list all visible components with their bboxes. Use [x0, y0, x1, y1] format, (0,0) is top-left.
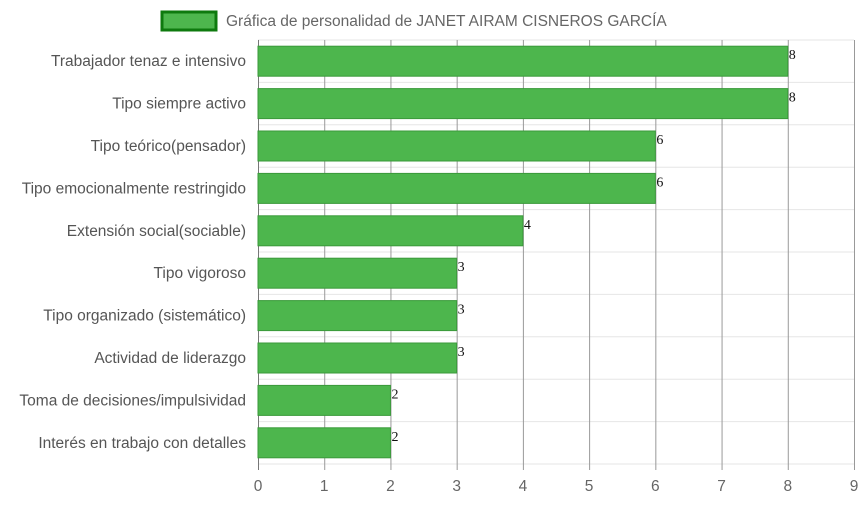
data-label: 8 [789, 91, 796, 106]
bar[interactable] [257, 130, 656, 162]
value-labels: 8 8 6 6 4 3 3 3 2 2 [391, 48, 795, 445]
bars [257, 45, 789, 459]
bar[interactable] [257, 427, 391, 459]
data-label: 6 [656, 175, 663, 190]
category-label: Interés en trabajo con detalles [38, 435, 246, 452]
bar[interactable] [257, 342, 458, 374]
data-label: 2 [391, 430, 398, 445]
bar[interactable] [257, 215, 524, 247]
x-tick-label: 2 [386, 478, 395, 495]
legend-swatch[interactable] [160, 10, 218, 32]
x-axis-labels: 0 1 2 3 4 5 6 7 8 9 [254, 478, 859, 495]
category-label: Trabajador tenaz e intensivo [51, 53, 246, 70]
bar[interactable] [257, 88, 789, 120]
category-label: Tipo teórico(pensador) [91, 138, 246, 155]
x-tick-label: 3 [452, 478, 461, 495]
data-label: 3 [458, 260, 465, 275]
y-axis-labels: Trabajador tenaz e intensivo Tipo siempre… [19, 53, 246, 452]
x-tick-label: 9 [850, 478, 859, 495]
category-label: Tipo siempre activo [112, 96, 246, 113]
x-tick-label: 5 [585, 478, 594, 495]
x-tick-label: 7 [717, 478, 726, 495]
x-tick-label: 8 [783, 478, 792, 495]
data-label: 2 [391, 387, 398, 402]
legend[interactable]: Gráfica de personalidad de JANET AIRAM C… [160, 10, 667, 32]
bar[interactable] [257, 384, 391, 416]
x-tick-label: 6 [651, 478, 660, 495]
bar[interactable] [257, 45, 789, 77]
category-label: Tipo emocionalmente restringido [22, 180, 246, 197]
data-label: 8 [789, 48, 796, 63]
data-label: 4 [524, 218, 531, 233]
x-tick-label: 0 [254, 478, 263, 495]
bar[interactable] [257, 172, 656, 204]
legend-label[interactable]: Gráfica de personalidad de JANET AIRAM C… [226, 13, 667, 30]
category-label: Toma de decisiones/impulsividad [19, 392, 246, 409]
data-label: 3 [458, 303, 465, 318]
bar[interactable] [257, 257, 458, 289]
category-label: Actividad de liderazgo [94, 350, 246, 367]
x-tick-label: 1 [320, 478, 329, 495]
category-label: Tipo organizado (sistemático) [43, 308, 246, 325]
data-label: 3 [458, 345, 465, 360]
category-label: Extensión social(sociable) [67, 223, 246, 240]
bar[interactable] [257, 300, 458, 332]
data-label: 6 [656, 133, 663, 148]
x-tick-label: 4 [519, 478, 528, 495]
category-label: Tipo vigoroso [154, 265, 246, 282]
